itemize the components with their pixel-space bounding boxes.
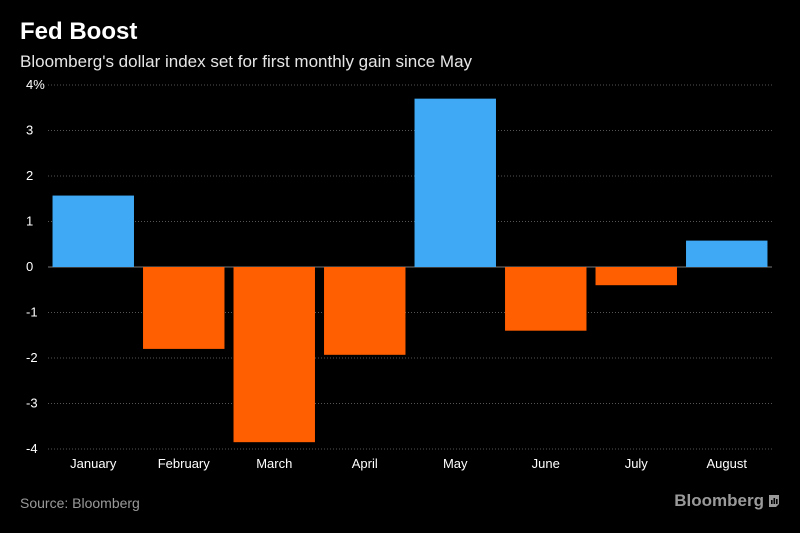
bar-april (324, 267, 406, 355)
x-tick-label: April (352, 456, 378, 471)
x-axis-ticks: January February March April May June July Augu… (70, 456, 747, 471)
x-tick-label: June (532, 456, 560, 471)
chart-title: Fed Boost (20, 18, 138, 45)
y-tick-label: -4 (26, 441, 38, 456)
y-tick-label: 1 (26, 214, 33, 229)
source-note: Source: Bloomberg (20, 495, 140, 511)
x-tick-label: July (625, 456, 649, 471)
x-tick-label: May (443, 456, 468, 471)
y-axis-ticks: -4 -3 -2 -1 0 1 2 3 4% (26, 77, 45, 456)
y-tick-label: 2 (26, 168, 33, 183)
x-tick-label: January (70, 456, 117, 471)
y-tick-label: -2 (26, 350, 38, 365)
bar-may (414, 98, 496, 268)
gridlines (48, 84, 772, 450)
bar-chart-logo-icon (769, 495, 779, 507)
bar-january (52, 195, 134, 267)
bar-march (233, 267, 315, 443)
brand-name: Bloomberg (674, 491, 764, 510)
bars (52, 98, 768, 443)
bar-june (505, 267, 587, 331)
x-tick-label: March (256, 456, 292, 471)
bar-february (143, 267, 225, 349)
bloomberg-logo: Bloomberg (674, 491, 780, 511)
x-tick-label: August (707, 456, 748, 471)
y-tick-label: -3 (26, 396, 38, 411)
y-tick-label: 3 (26, 123, 33, 138)
x-tick-label: February (158, 456, 211, 471)
y-tick-label: 4% (26, 77, 45, 92)
bar-august (686, 240, 768, 267)
y-tick-label: 0 (26, 259, 33, 274)
bar-july (595, 267, 677, 286)
y-tick-label: -1 (26, 305, 38, 320)
chart-subtitle: Bloomberg's dollar index set for first m… (20, 52, 473, 71)
